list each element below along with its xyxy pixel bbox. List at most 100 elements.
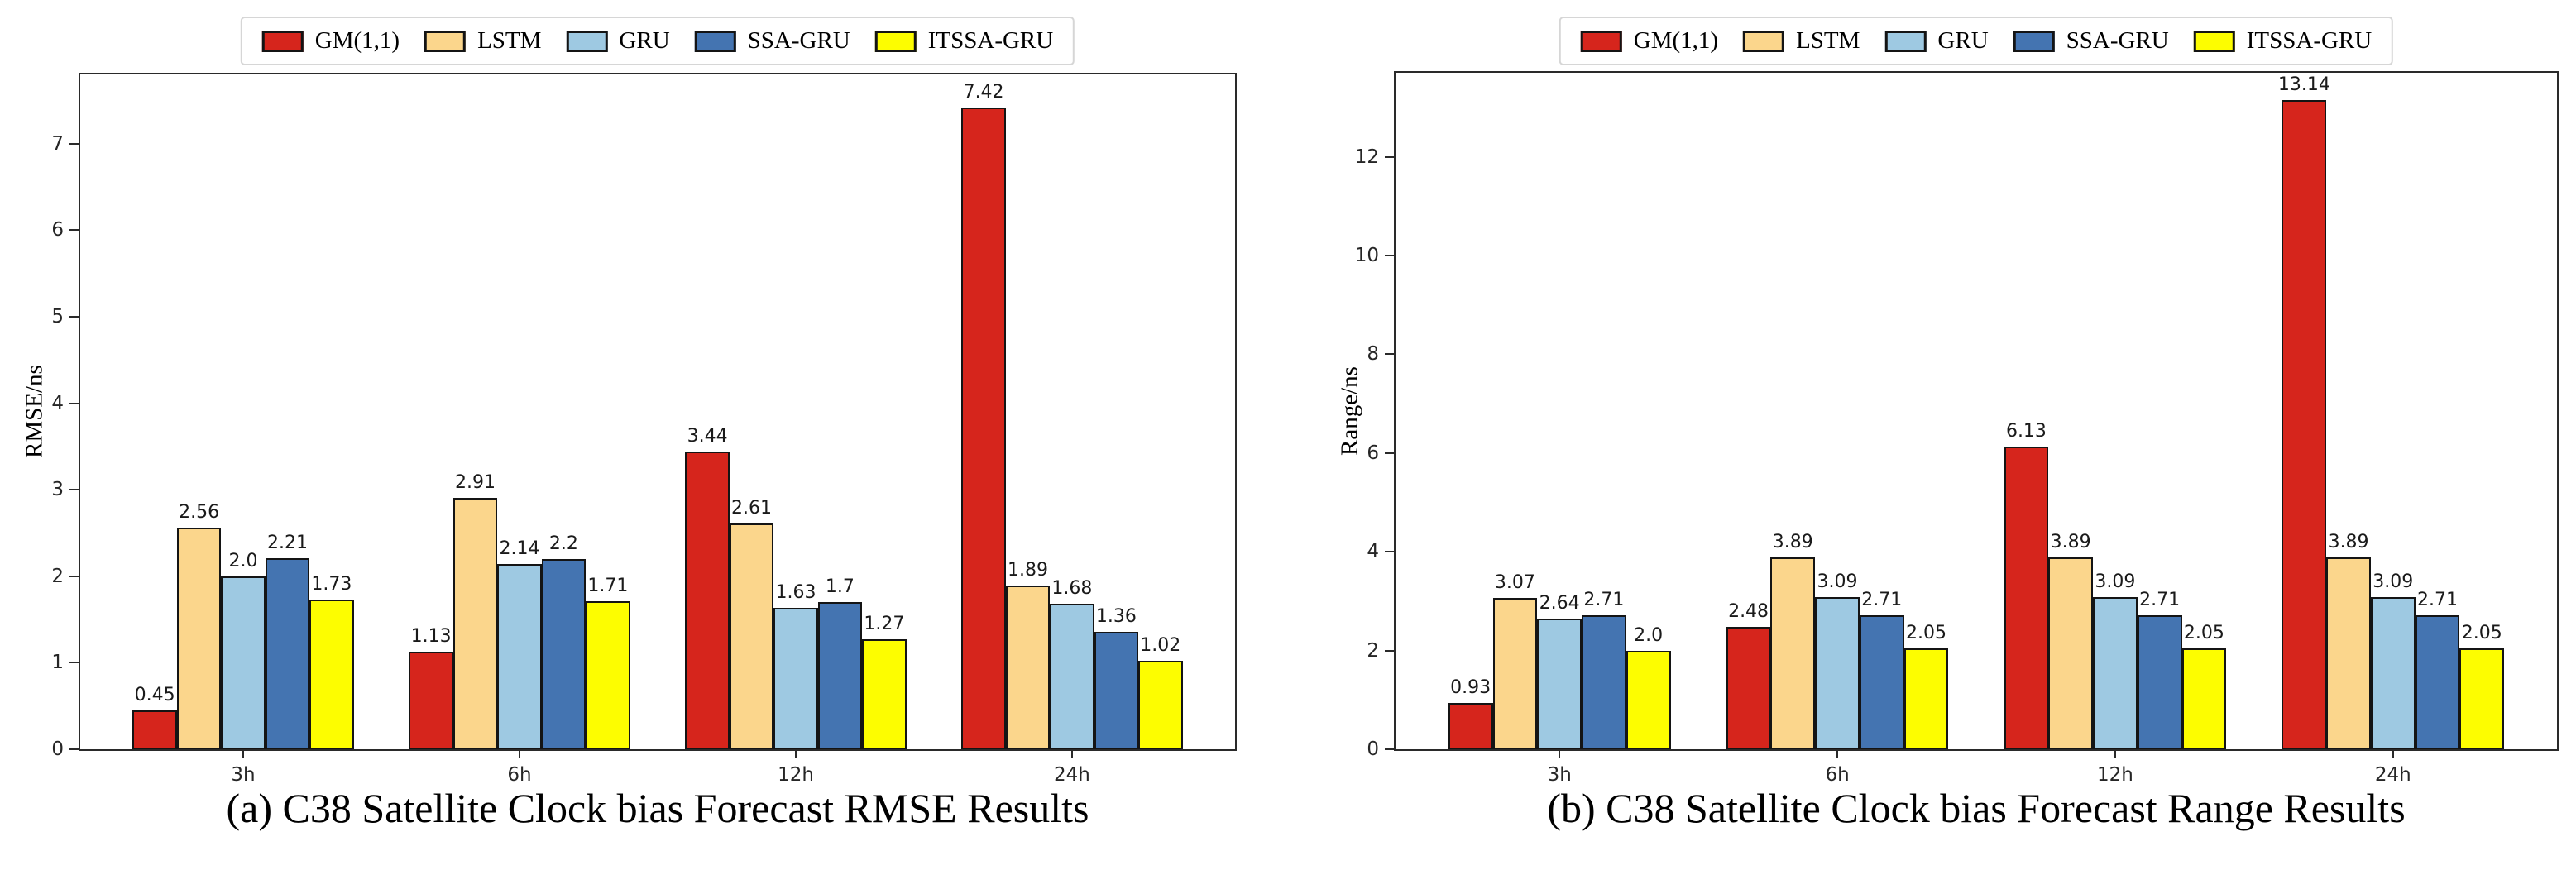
bar-slot: 2.91 [452,74,498,749]
x-tick [2114,749,2116,758]
bar-itssagru-24h [2459,648,2505,749]
bar-value-label: 1.27 [864,614,905,635]
bar-ssagru-3h [265,557,310,749]
legend-swatch-icon [261,30,304,52]
bar-ssagru-6h [1859,615,1904,749]
y-tick [69,315,79,318]
bar-slot: 3.07 [1492,73,1538,749]
bar-slot: 1.7 [817,74,863,749]
bar-value-label: 2.0 [1634,624,1664,646]
bar-lstm-12h [2048,557,2094,749]
legend-swatch-icon [2193,30,2235,52]
x-tick-label: 24h [2374,764,2411,786]
y-tick-label: 2 [51,565,64,587]
bar-slot: 6.13 [2004,73,2049,749]
y-tick [1385,551,1394,553]
bar-gm11-24h [961,107,1006,749]
x-tick-label: 24h [1054,764,1090,786]
bar-value-label: 2.91 [455,471,496,493]
bar-slot: 2.14 [497,74,542,749]
legend-label: SSA-GRU [2066,27,2169,54]
bar-value-label: 2.14 [499,538,540,560]
legend-label: ITSSA-GRU [2246,27,2373,54]
caption-b: (b) C38 Satellite Clock bias Forecast Ra… [1547,785,2406,831]
y-tick [1385,748,1394,750]
legend-swatch-icon [2013,30,2055,52]
bar-lstm-24h [2326,557,2371,749]
bar-gru-24h [2370,596,2416,749]
bar-slot: 2.48 [1726,73,1771,749]
bar-itssagru-12h [2181,648,2227,749]
x-tick-label: 6h [1825,764,1850,786]
bar-slot: 1.68 [1050,74,1094,749]
y-tick-label: 8 [1367,343,1379,366]
bar-gm11-24h [2282,100,2327,749]
bar-slot: 0.93 [1448,73,1493,749]
bar-gm11-6h [409,651,453,749]
bar-gm11-3h [1448,703,1493,749]
bar-ssagru-24h [1094,631,1139,749]
bar-value-label: 0.45 [134,684,175,705]
bar-gru-6h [1815,596,1860,749]
y-tick [69,748,79,750]
bar-gru-12h [773,608,818,749]
legend-label: GM(1,1) [1633,27,1719,54]
legend-label: GRU [1937,27,1989,54]
panel-range-chart: GM(1,1) LSTM GRU SSA-GRU ITSSA-GRU Range/ns … [1288,0,2576,870]
bar-value-label: 3.07 [1494,571,1535,593]
bar-slot: 2.0 [1626,73,1671,749]
x-tick [2392,749,2394,758]
legend-item: LSTM [1743,27,1860,55]
y-tick-label: 7 [51,132,64,155]
bar-ssagru-24h [2415,615,2460,749]
bar-slot: 1.13 [409,74,453,749]
bar-gm11-3h [132,710,177,749]
bar-itssagru-24h [1138,661,1183,749]
legend-item: GM(1,1) [1580,27,1719,55]
bar-value-label: 2.71 [1861,590,1903,611]
bar-slot: 1.27 [862,74,907,749]
bar-ssagru-3h [1582,615,1626,749]
y-tick [1385,452,1394,454]
legend-swatch-icon [1743,30,1785,52]
bar-slot: 2.61 [729,74,774,749]
bar-value-label: 2.48 [1728,600,1769,622]
x-tick-label: 12h [778,764,814,786]
bar-group: 2.48 3.89 3.09 2.71 2.05 [1726,73,1949,749]
y-tick [1385,353,1394,356]
bar-value-label: 2.05 [1906,622,1947,643]
bar-value-label: 1.73 [311,574,352,595]
bar-group: 1.13 2.91 2.14 2.2 1.71 [409,74,630,749]
bar-slot: 3.09 [2370,73,2416,749]
bar-value-label: 1.7 [825,576,855,598]
bar-value-label: 2.71 [2139,590,2181,611]
bar-slot: 1.89 [1005,74,1051,749]
bar-slot: 7.42 [961,74,1006,749]
bar-slot: 3.09 [1815,73,1860,749]
legend-item: GRU [1884,27,1989,55]
y-tick [1385,649,1394,652]
bar-ssagru-12h [817,602,863,749]
bar-value-label: 3.44 [687,426,728,447]
bar-gru-3h [221,576,266,749]
y-axis-label: Range/ns [1336,366,1363,456]
legend-item: LSTM [424,27,541,55]
bar-gm11-12h [685,452,730,749]
y-tick [69,575,79,577]
bar-slot: 2.05 [2181,73,2227,749]
bar-itssagru-3h [1626,650,1671,749]
x-tick [1836,749,1839,758]
bar-lstm-3h [176,528,222,749]
bar-value-label: 2.64 [1539,593,1580,614]
caption-a: (a) C38 Satellite Clock bias Forecast RM… [226,785,1089,831]
bar-value-label: 1.36 [1095,605,1137,627]
bar-group: 3.44 2.61 1.63 1.7 1.27 [685,74,907,749]
bar-slot: 2.05 [2459,73,2505,749]
bar-value-label: 13.14 [2277,74,2330,96]
bar-slot: 2.71 [2415,73,2460,749]
x-tick-label: 12h [2097,764,2133,786]
y-tick [1385,254,1394,256]
legend: GM(1,1) LSTM GRU SSA-GRU ITSSA-GRU [240,17,1075,65]
y-tick-label: 2 [1367,639,1379,662]
